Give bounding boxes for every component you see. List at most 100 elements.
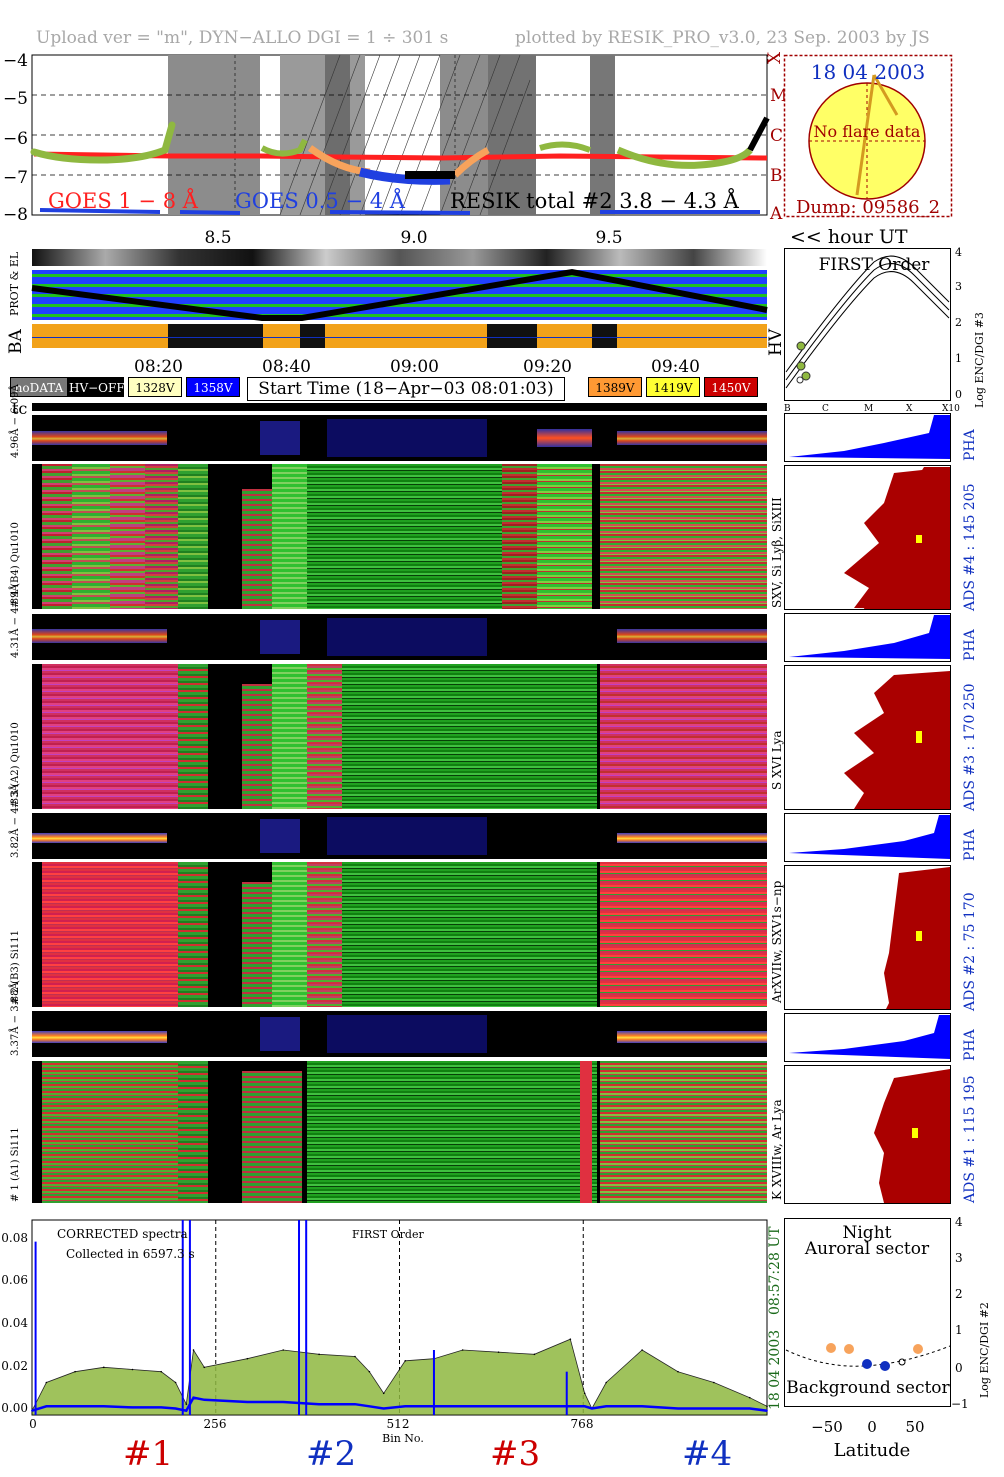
resik-curve-1 — [30, 121, 176, 164]
time-tick: 08:40 — [262, 357, 311, 377]
y-tick: −6 — [3, 129, 28, 149]
resik-orange-2 — [452, 146, 490, 178]
data-point — [131, 1368, 134, 1371]
data-point — [160, 1370, 162, 1373]
label-ba: BA — [6, 329, 26, 354]
legend-resik: RESIK total #2 3.8 − 4.3 Å — [450, 188, 740, 213]
pha-label: 3.37Å − 3.88Å — [10, 982, 21, 1056]
class-label: B — [770, 166, 783, 186]
svg-text:50: 50 — [905, 1418, 924, 1436]
data-point — [677, 1370, 679, 1373]
ident-label: K XVIIIw, Ar Lya — [770, 1099, 784, 1200]
goes-class-labels: X M C B A — [765, 51, 787, 224]
first-order-panel: FIRST Order 4 3 2 1 0 B C M X X10 Log EN… — [784, 246, 986, 414]
data-point — [246, 1401, 249, 1403]
y-tick: 0.06 — [1, 1273, 28, 1287]
data-point — [569, 1405, 572, 1408]
legend-1419v: 1419V — [646, 377, 700, 397]
corrected-x-ticks: 0 256 512 768 — [29, 1417, 593, 1431]
corrected-time: 08:57:28 UT — [767, 1226, 783, 1315]
pha-label: 3.82Å − 4.33Å — [10, 784, 21, 858]
svg-text:3: 3 — [955, 1251, 963, 1265]
ident-label: S XVI Lya — [770, 730, 784, 791]
pha-strip — [32, 614, 767, 660]
resik-curve-2 — [260, 138, 308, 157]
svg-text:B: B — [784, 404, 791, 414]
lat-background: Background sector — [786, 1378, 950, 1398]
data-point — [282, 1401, 285, 1403]
data-point — [583, 1405, 586, 1408]
first-order-title: FIRST Order — [819, 255, 931, 275]
legend-1328v: 1328V — [128, 377, 182, 397]
tc-label: tc — [12, 399, 28, 418]
data-point — [203, 1399, 206, 1401]
svg-text:0: 0 — [955, 388, 962, 401]
data-point — [74, 1370, 76, 1373]
svg-text:4: 4 — [955, 1215, 963, 1229]
data-point — [461, 1405, 464, 1408]
resik-curve-3 — [539, 141, 592, 153]
data-point — [404, 1360, 407, 1362]
class-label: A — [769, 204, 783, 224]
goes-long-curve — [33, 151, 768, 161]
class-label: M — [770, 86, 787, 106]
data-point — [404, 1405, 407, 1408]
data-point — [583, 1392, 586, 1395]
flare-date: 18 04 2003 — [811, 60, 926, 84]
data-point — [74, 1405, 76, 1408]
data-point — [185, 1403, 188, 1405]
data-point — [713, 1407, 715, 1410]
data-point — [318, 1353, 320, 1356]
svg-text:0: 0 — [955, 1361, 963, 1375]
ident-label: ArXVIIw, SXV1s−np — [770, 880, 784, 1003]
label-hv: HV — [766, 328, 786, 356]
pha-label: 4.96Å − 6.09Å — [10, 384, 21, 458]
y-tick: −4 — [3, 51, 28, 71]
x-tick: 0 — [29, 1417, 37, 1431]
data-point — [174, 1407, 177, 1410]
spectrum-strip — [32, 1061, 767, 1203]
data-point — [174, 1381, 177, 1384]
hatch — [279, 54, 531, 216]
pha-label: 4.31Å − 4.89Å — [10, 584, 21, 658]
channel-number: #4 — [682, 1434, 732, 1474]
ads-tag: ADS #1 : 115 195 — [962, 1075, 978, 1204]
y-tick: 0.00 — [1, 1401, 28, 1415]
legend-goes-long: GOES 1 − 8 Å — [48, 188, 199, 213]
data-point — [748, 1407, 751, 1410]
data-point — [766, 1409, 768, 1412]
ads-tag: ADS #4 : 145 205 — [962, 483, 978, 612]
corrected-first-order: FIRST Order — [352, 1228, 424, 1241]
lat-point — [844, 1344, 854, 1354]
svg-text:1: 1 — [955, 352, 962, 365]
goes-panel: −4 −5 −6 −7 −8 X M C B A GOES 1 − 8 Å GO… — [3, 51, 908, 248]
svg-text:−50: −50 — [811, 1418, 843, 1436]
prot-el-strip — [32, 270, 767, 320]
y-tick: −7 — [3, 168, 28, 188]
header-right: plotted by RESIK_PRO_v3.0, 23 Sep. 2003 … — [515, 28, 930, 48]
svg-text:C: C — [822, 404, 829, 414]
resik-blue — [358, 167, 451, 185]
data-point — [382, 1407, 385, 1410]
lat-point — [862, 1359, 872, 1369]
channel-label: # 1 (A1) Si111 — [10, 1127, 21, 1202]
data-point — [354, 1403, 356, 1405]
channel-numbers: #1 #2 #3 #4 — [123, 1434, 732, 1474]
channel-number: #3 — [490, 1434, 540, 1474]
svg-text:4: 4 — [955, 246, 962, 259]
x-tick: 768 — [571, 1417, 594, 1431]
data-point — [45, 1381, 48, 1384]
spectrum-strip — [32, 464, 767, 609]
corrected-marks — [31, 1220, 768, 1416]
data-point — [160, 1406, 162, 1409]
legend-1389v: 1389V — [588, 377, 642, 397]
pha-tag: PHA — [962, 628, 978, 661]
goes-short-curve — [39, 208, 760, 215]
lat-point — [826, 1343, 836, 1353]
svg-text:M: M — [864, 404, 873, 414]
time-tick: 09:00 — [390, 357, 439, 377]
svg-text:−1: −1 — [951, 1397, 969, 1411]
data-point — [185, 1409, 188, 1412]
data-point — [766, 1405, 768, 1408]
lat-night: Night — [843, 1223, 892, 1243]
